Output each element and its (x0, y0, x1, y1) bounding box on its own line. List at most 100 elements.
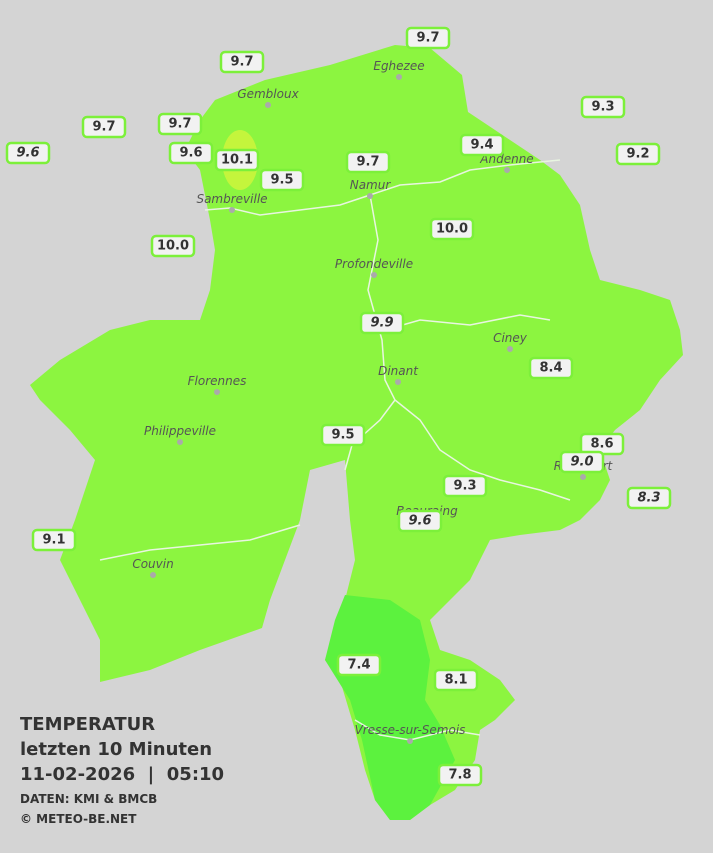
station-value: 7.8 (448, 768, 471, 783)
station-value: 10.0 (436, 222, 468, 237)
station: 7.8 (437, 763, 483, 787)
station-value: 8.1 (444, 673, 467, 688)
station-value: 10.0 (157, 239, 189, 254)
station: 9.5 (320, 423, 366, 447)
station: 9.0 (559, 450, 605, 474)
station-value: 8.3 (637, 491, 660, 506)
station-box (157, 112, 203, 136)
town-dot (504, 167, 510, 173)
station-box (580, 95, 626, 119)
station: 9.7 (81, 115, 127, 139)
station-box (437, 763, 483, 787)
town-dot (407, 738, 413, 744)
station: 9.3 (580, 95, 626, 119)
station: 9.1 (31, 528, 77, 552)
river (384, 314, 551, 331)
town-label: Florennes (188, 374, 247, 388)
station-box (81, 115, 127, 139)
town-dot (367, 193, 373, 199)
station-value: 9.6 (179, 146, 202, 161)
town-label: Sambreville (196, 192, 267, 206)
station: 9.6 (397, 509, 443, 533)
station-value: 9.5 (331, 428, 354, 443)
town-label: Namur (350, 178, 392, 192)
station-box (397, 509, 443, 533)
station-value: 7.4 (347, 658, 370, 673)
town-dot (177, 439, 183, 445)
station-value: 9.3 (453, 479, 476, 494)
station-value: 9.6 (16, 146, 39, 161)
town-dot (229, 207, 235, 213)
town-dot (580, 474, 586, 480)
station: 9.7 (345, 150, 391, 174)
river (99, 524, 301, 561)
station-box (429, 217, 475, 241)
town-dot (371, 272, 377, 278)
station: 7.4 (336, 653, 382, 677)
station-box (528, 356, 574, 380)
town-label: Dinant (378, 364, 419, 378)
town-dot (214, 389, 220, 395)
station: 9.4 (459, 133, 505, 157)
station: 9.9 (359, 311, 405, 335)
town-dot (507, 346, 513, 352)
town-dot (395, 379, 401, 385)
town-label: Philippeville (144, 424, 216, 438)
station-value: 9.3 (591, 100, 614, 115)
legend-copyright: © METEO-BE.NET (20, 812, 137, 826)
town-label: Profondeville (335, 257, 413, 271)
station-box (626, 486, 672, 510)
station-box (31, 528, 77, 552)
station-box (150, 234, 196, 258)
legend-datetime: 11-02-2026 | 05:10 (20, 764, 224, 785)
cold-zone (325, 595, 455, 820)
station-value: 9.7 (230, 55, 253, 70)
station: 8.1 (433, 668, 479, 692)
station-box (459, 133, 505, 157)
station-value: 9.7 (416, 31, 439, 46)
legend-source: DATEN: KMI & BMCB (20, 792, 157, 806)
station: 8.3 (626, 486, 672, 510)
station: 10.0 (429, 217, 475, 241)
station-box (320, 423, 366, 447)
station-box (5, 141, 51, 165)
town-label: Gembloux (237, 87, 299, 101)
stations: 9.7 9.7 9.3 9.7 9.7 9.6 9.6 10.1 9.4 9.2 9.7 9.5 10.… (5, 26, 672, 787)
station: 9.7 (219, 50, 265, 74)
station: 9.2 (615, 142, 661, 166)
station-value: 8.4 (539, 361, 562, 376)
station-box (336, 653, 382, 677)
town-label: Eghezee (373, 59, 424, 73)
station-box (405, 26, 451, 50)
station-value: 10.1 (221, 153, 253, 168)
station: 10.0 (150, 234, 196, 258)
legend-period: letzten 10 Minuten (20, 739, 212, 760)
station-value: 9.7 (356, 155, 379, 170)
legend-title: TEMPERATUR (20, 714, 155, 735)
station: 9.7 (405, 26, 451, 50)
station-box (433, 668, 479, 692)
station-value: 9.7 (92, 120, 115, 135)
station: 9.3 (442, 474, 488, 498)
station-box (559, 450, 605, 474)
station-box (442, 474, 488, 498)
station-box (345, 150, 391, 174)
station-box (359, 311, 405, 335)
town-dot (150, 572, 156, 578)
station-value: 9.7 (168, 117, 191, 132)
station-box (168, 141, 214, 165)
station: 9.5 (259, 168, 305, 192)
station-value: 9.2 (626, 147, 649, 162)
town-label: Ciney (493, 331, 528, 345)
station-box (615, 142, 661, 166)
town-label: Couvin (132, 557, 173, 571)
station-box (214, 148, 260, 172)
town-dot (265, 102, 271, 108)
station-value: 8.6 (590, 437, 613, 452)
station-value: 9.9 (370, 316, 393, 331)
station: 9.7 (157, 112, 203, 136)
town-label: Vresse-sur-Semois (355, 723, 466, 737)
station-value: 9.4 (470, 138, 493, 153)
station-box (219, 50, 265, 74)
